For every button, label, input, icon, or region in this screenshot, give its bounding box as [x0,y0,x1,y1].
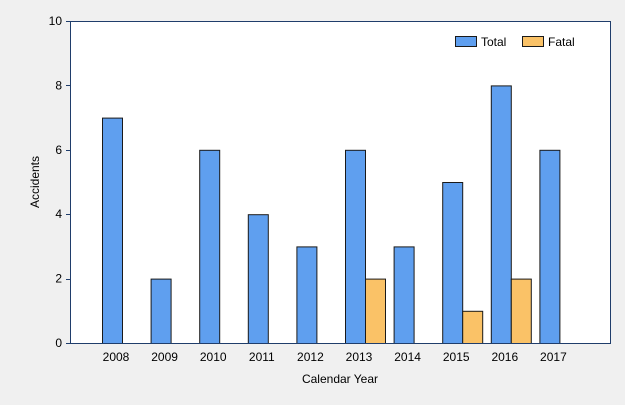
x-tick-label-2011: 2011 [249,350,275,364]
x-tick-label-2008: 2008 [103,350,130,364]
bar-total-2009 [150,278,172,345]
x-tick-label-2010: 2010 [200,350,227,364]
bar-total-2010 [199,149,221,344]
legend-swatch-total [455,36,477,47]
y-axis-label: Accidents [28,156,42,208]
bar-total-2012 [296,246,318,344]
y-tick-label-0: 0 [55,336,62,350]
bar-total-2014 [393,246,415,344]
legend-label-fatal: Fatal [548,35,575,49]
y-tick-label-10: 10 [49,14,63,28]
legend-swatch-fatal [522,36,544,47]
x-tick-label-2017: 2017 [540,350,567,364]
bar-total-2016 [490,85,512,345]
bars-layer [102,85,561,345]
bar-total-2008 [102,117,123,344]
legend-label-total: Total [481,35,506,49]
bar-fatal-2013 [365,278,386,345]
bar-total-2015 [442,182,464,344]
y-tick-label-2: 2 [55,272,62,286]
x-tick-label-2012: 2012 [297,350,324,364]
bar-total-2017 [539,149,561,344]
x-tick-label-2016: 2016 [491,350,518,364]
x-axis-label: Calendar Year [302,372,378,386]
bar-fatal-2016 [510,278,532,345]
x-tick-label-2015: 2015 [443,350,470,364]
legend: Total Fatal [455,35,575,49]
y-tick-label-8: 8 [55,78,62,92]
x-tick-label-2013: 2013 [346,350,373,364]
axes-layer [66,21,611,344]
bar-fatal-2015 [462,310,484,344]
x-tick-label-2009: 2009 [151,350,178,364]
y-tick-label-4: 4 [55,207,62,221]
y-tick-labels: 0 2 4 6 8 10 [49,14,63,350]
y-tick-label-6: 6 [55,143,62,157]
x-tick-labels: 2008 2009 2010 2011 2012 2013 2014 2015 2016 2017 [103,350,567,364]
bar-total-2011 [247,214,269,344]
x-tick-label-2014: 2014 [394,350,421,364]
bar-total-2013 [345,149,366,344]
